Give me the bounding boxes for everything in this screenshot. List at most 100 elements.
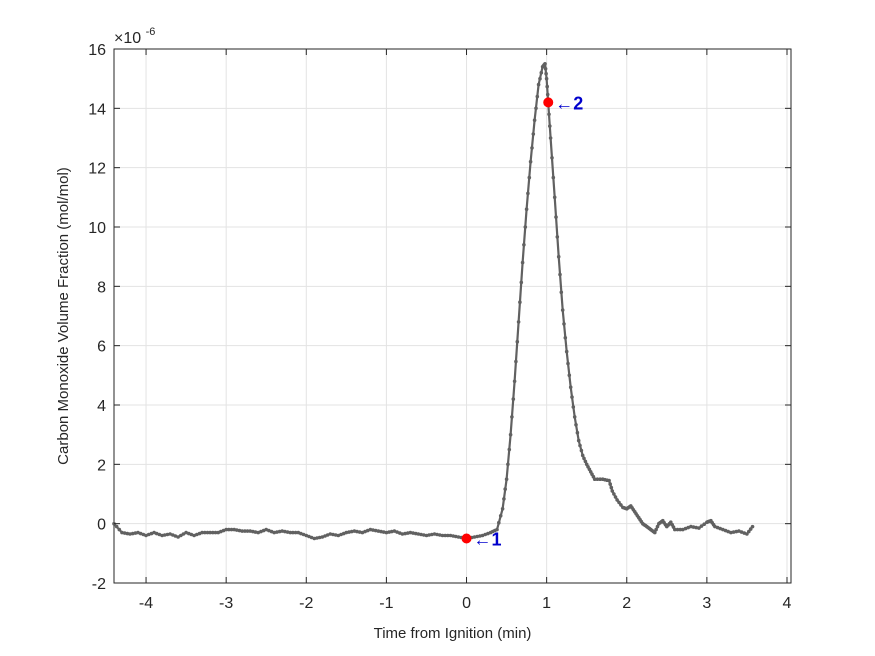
data-point <box>448 533 453 538</box>
data-point <box>416 532 421 536</box>
data-point <box>344 530 349 535</box>
data-point <box>515 339 520 344</box>
data-point <box>500 507 505 511</box>
data-point <box>248 529 252 533</box>
data-point <box>184 530 188 535</box>
data-point <box>583 459 588 464</box>
plot-frame <box>113 48 792 584</box>
data-point <box>535 94 540 99</box>
data-point <box>615 498 619 502</box>
data-point <box>336 533 341 538</box>
y-tick-label: 4 <box>97 398 106 415</box>
data-point <box>219 529 223 534</box>
data-point <box>440 533 445 538</box>
data-point <box>363 529 367 534</box>
data-point <box>598 477 602 482</box>
data-point <box>508 432 513 437</box>
data-point <box>554 215 558 219</box>
data-point <box>555 235 560 239</box>
data-point <box>117 527 122 532</box>
data-point <box>267 528 271 533</box>
data-point <box>176 535 180 539</box>
data-point <box>304 533 309 538</box>
data-point <box>545 92 550 97</box>
series-layer <box>112 62 755 541</box>
data-point <box>283 529 287 534</box>
data-point <box>384 530 389 535</box>
data-point <box>495 527 499 532</box>
data-point <box>713 524 717 529</box>
data-point <box>256 530 261 535</box>
data-point <box>411 531 415 535</box>
y-tick-label: -2 <box>92 576 106 593</box>
data-point <box>560 308 565 312</box>
y-axis-exponent: ×10 -6 <box>114 26 155 47</box>
data-point <box>702 522 706 526</box>
data-point <box>726 529 730 534</box>
data-point <box>547 112 551 117</box>
data-point <box>673 527 677 532</box>
data-point <box>563 336 568 340</box>
data-point <box>373 528 378 533</box>
data-point <box>608 482 612 486</box>
data-point <box>400 532 405 536</box>
data-point <box>422 533 426 537</box>
data-point <box>737 529 741 533</box>
data-point <box>506 462 510 467</box>
data-point <box>504 477 509 482</box>
data-point <box>510 415 514 419</box>
x-tick-label: 2 <box>622 595 631 612</box>
data-point <box>454 534 458 539</box>
data-point <box>229 527 234 532</box>
data-point <box>347 530 351 534</box>
data-point <box>718 526 722 531</box>
data-point <box>179 533 183 538</box>
data-point <box>507 447 512 452</box>
data-point <box>181 532 186 536</box>
data-point <box>403 531 407 536</box>
data-point <box>552 195 557 200</box>
data-point <box>570 395 574 399</box>
data-point <box>264 527 269 532</box>
data-point <box>613 495 618 499</box>
data-point <box>221 528 226 533</box>
data-point <box>545 84 549 89</box>
data-point <box>168 532 172 536</box>
data-point <box>564 349 569 354</box>
data-point <box>697 526 701 530</box>
data-point <box>544 76 549 81</box>
data-point <box>607 478 611 483</box>
data-point <box>572 415 577 419</box>
data-point <box>536 82 541 87</box>
data-point <box>243 529 247 533</box>
data-point <box>472 535 477 539</box>
data-point <box>371 528 375 532</box>
data-point <box>355 529 359 534</box>
data-point <box>438 533 442 537</box>
data-point <box>523 225 528 229</box>
data-point <box>683 526 688 531</box>
data-point <box>543 67 548 71</box>
data-point <box>392 529 397 533</box>
x-tick-label: 1 <box>542 595 551 612</box>
x-tick-label: 4 <box>783 595 792 612</box>
data-point <box>446 533 450 538</box>
data-point <box>612 492 616 496</box>
data-point <box>240 529 244 533</box>
data-point <box>653 530 657 535</box>
x-tick-label: -1 <box>379 595 393 612</box>
data-point <box>544 71 548 76</box>
data-point <box>582 456 586 461</box>
data-point <box>208 530 212 535</box>
data-point <box>580 453 585 458</box>
event-label-2: ←2 <box>555 93 583 113</box>
data-point <box>748 527 753 531</box>
data-point <box>192 533 196 538</box>
data-point <box>699 524 704 528</box>
data-point <box>527 175 532 180</box>
data-point <box>574 423 578 427</box>
data-point <box>609 485 614 490</box>
data-point <box>130 531 135 536</box>
x-tick-label: -3 <box>219 595 233 612</box>
